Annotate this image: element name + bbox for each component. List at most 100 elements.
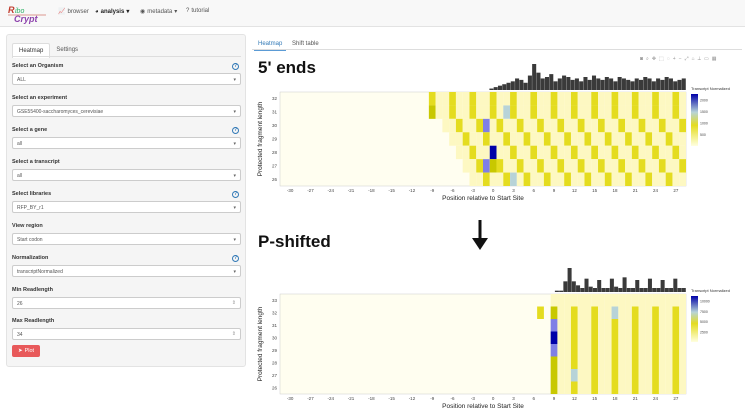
- field-value: GSE55400-saccharomyces_cerevisiae: [17, 109, 104, 115]
- heatmap-cell: [516, 132, 524, 146]
- x-tick-label: 9: [553, 188, 556, 193]
- help-icon[interactable]: ?: [232, 127, 239, 134]
- heatmap-cell: [476, 92, 483, 106]
- heatmap-cell: [428, 92, 436, 106]
- heatmap-cell: [564, 172, 571, 186]
- heatmap-cell: [611, 159, 619, 173]
- heatmap-cell: [611, 381, 619, 394]
- annotation-p-shifted: P-shifted: [258, 232, 331, 251]
- heatmap-cell: [658, 344, 666, 357]
- field-label: Select an Organism: [12, 63, 64, 69]
- tab-main-heatmap[interactable]: Heatmap: [254, 38, 287, 51]
- histogram-bar: [596, 78, 601, 90]
- heatmap-cell: [658, 381, 666, 394]
- heatmap-cell: [638, 369, 646, 382]
- zoom-out-icon[interactable]: −: [678, 56, 682, 62]
- heatmap-cell: [672, 381, 680, 394]
- number-input[interactable]: 34 ⇕: [12, 328, 241, 340]
- heatmap-cell: [645, 145, 653, 160]
- heatmap-cell: [604, 172, 612, 186]
- heatmap-cell: [442, 105, 450, 119]
- x-tick-label: 0: [492, 396, 495, 401]
- heatmap-cell: [564, 132, 571, 146]
- plot-button[interactable]: ➤ Plot: [12, 345, 40, 357]
- heatmap-cell: [645, 381, 653, 394]
- heatmap-cell: [570, 356, 578, 369]
- histogram-bar: [626, 288, 631, 292]
- heatmap-cell: [584, 118, 592, 133]
- histogram-bar: [664, 77, 669, 90]
- heatmap-cell: [537, 132, 544, 146]
- zoom-icon[interactable]: ⌕: [646, 56, 649, 62]
- zoom-in-icon[interactable]: +: [672, 56, 676, 62]
- hover-icon[interactable]: ▭: [704, 56, 709, 62]
- chevron-down-icon: ▾: [233, 77, 236, 83]
- heatmap-cell: [469, 172, 477, 186]
- heatmap-cell: [645, 319, 653, 332]
- tab-shift-table[interactable]: Shift table: [292, 41, 319, 47]
- pan-icon[interactable]: ✥: [651, 56, 657, 62]
- camera-icon[interactable]: ◙: [640, 56, 644, 62]
- nav-tutorial[interactable]: ? tutorial: [186, 8, 209, 14]
- x-tick-label: 9: [553, 396, 556, 401]
- select-input[interactable]: ALL ▾: [12, 73, 241, 85]
- chevron-down-icon: ▾: [233, 141, 236, 147]
- select-input[interactable]: RFP_BY_r1 ▾: [12, 201, 241, 213]
- help-icon[interactable]: ?: [232, 255, 239, 262]
- heatmap-cell: [672, 306, 680, 319]
- heatmap-cell: [638, 105, 646, 119]
- heatmap-cell: [679, 145, 686, 160]
- select-input[interactable]: all ▾: [12, 137, 241, 149]
- x-tick-label: 18: [612, 188, 618, 193]
- heatmap-cell: [638, 172, 646, 186]
- heatmap-cell: [631, 118, 639, 133]
- autoscale-icon[interactable]: ⤢: [684, 56, 689, 62]
- number-input[interactable]: 26 ⇕: [12, 297, 241, 309]
- nav-analysis[interactable]: ◕ analysis ▾: [95, 8, 129, 16]
- legend-tick-label: 2500: [700, 330, 708, 334]
- help-icon[interactable]: ?: [232, 63, 239, 70]
- y-axis-label: Protected fragment length: [257, 306, 264, 381]
- select-input[interactable]: Start codon ▾: [12, 233, 241, 245]
- histogram-bar: [651, 81, 656, 90]
- heatmap-cell: [625, 118, 632, 133]
- heatmap-cell: [476, 132, 483, 146]
- heatmap-cell: [550, 105, 558, 119]
- histogram-bar: [493, 87, 498, 90]
- heatmap-cell: [489, 145, 497, 160]
- select-input[interactable]: transcriptNormalized ▾: [12, 265, 241, 277]
- heatmap-cell: [672, 92, 680, 106]
- histogram-bar: [588, 286, 593, 292]
- heatmap-cell: [638, 159, 646, 173]
- nav-browser[interactable]: 📈 browser: [58, 8, 89, 16]
- heatmap-cell: [570, 145, 578, 160]
- heatmap-cell: [584, 172, 592, 186]
- nav-metadata[interactable]: ◉ metadata ▾: [140, 8, 177, 16]
- histogram-bar: [532, 64, 537, 90]
- heatmap-cell: [564, 306, 571, 319]
- heatmap-cell: [523, 159, 531, 173]
- select-input[interactable]: all ▾: [12, 169, 241, 181]
- heatmap-cell: [476, 145, 483, 160]
- heatmap-cell: [591, 92, 599, 106]
- ribocrypt-logo[interactable]: R ibo Crypt: [6, 2, 50, 24]
- heatmap-cell: [665, 92, 673, 106]
- tab-heatmap[interactable]: Heatmap: [12, 43, 51, 58]
- x-axis-label: Position relative to Start Site: [442, 195, 524, 202]
- sidebar-tabs: Heatmap Settings: [12, 43, 84, 58]
- plotly-logo-icon[interactable]: ▦: [711, 56, 717, 62]
- lasso-icon[interactable]: ◌: [666, 56, 670, 62]
- select-icon[interactable]: ⬚: [659, 56, 664, 62]
- heatmap-cell: [672, 344, 680, 357]
- help-icon[interactable]: ?: [232, 191, 239, 198]
- tab-settings[interactable]: Settings: [56, 47, 79, 53]
- field-value: Start codon: [17, 237, 43, 243]
- heatmap-cell: [679, 331, 686, 344]
- select-input[interactable]: GSE55400-saccharomyces_cerevisiae ▾: [12, 105, 241, 117]
- spike-icon[interactable]: ⟂: [697, 56, 701, 62]
- heatmap-cell: [611, 92, 619, 106]
- reset-icon[interactable]: ⌂: [691, 56, 695, 62]
- heatmap-cell: [645, 369, 653, 382]
- x-tick-label: 15: [592, 188, 598, 193]
- heatmap-cell: [598, 344, 605, 357]
